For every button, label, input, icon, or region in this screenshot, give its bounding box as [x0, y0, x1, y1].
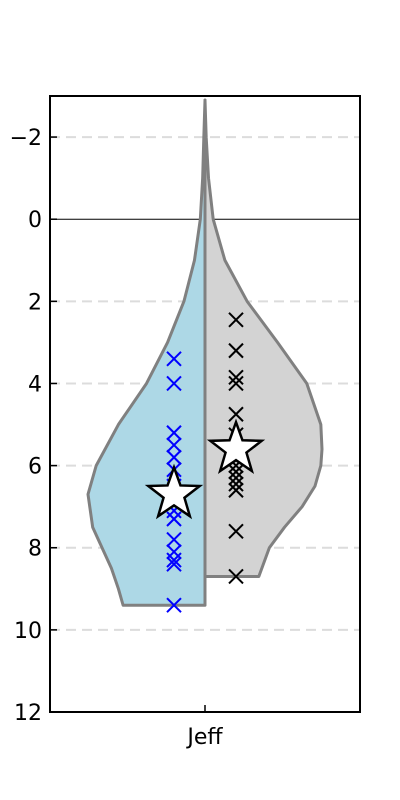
mean-markers: [144, 418, 266, 520]
marker-stroke: [228, 369, 244, 386]
marker-stroke: [166, 552, 182, 568]
marker-stroke: [228, 375, 244, 392]
y-tick-label: 0: [28, 208, 42, 233]
marker-stroke: [228, 312, 244, 328]
data-point-right: [228, 342, 244, 359]
y-tick-label: 8: [28, 537, 42, 562]
marker-stroke: [228, 406, 244, 422]
y-tick-label: −2: [10, 126, 42, 151]
marker-stroke: [166, 597, 182, 613]
marker-stroke: [166, 437, 182, 453]
y-tick-label: 2: [28, 290, 42, 315]
data-point-left: [166, 437, 182, 453]
marker-stroke: [228, 464, 244, 480]
marker-stroke: [166, 375, 182, 392]
mean-star-right: [206, 418, 266, 475]
marker-stroke: [228, 476, 244, 492]
data-point-left: [166, 597, 182, 613]
data-point-left: [166, 556, 182, 572]
data-point-right: [228, 482, 244, 498]
data-point-left: [166, 511, 182, 527]
data-point-right: [228, 464, 244, 480]
data-point-right: [228, 406, 244, 422]
data-point-right: [228, 470, 244, 486]
data-point-left: [166, 375, 182, 392]
data-point-right: [228, 312, 244, 328]
x-tick-label: Jeff: [185, 725, 223, 750]
marker-stroke: [166, 351, 182, 367]
data-point-left: [166, 531, 182, 548]
x-axis: Jeff: [185, 705, 223, 750]
marker-stroke: [166, 511, 182, 527]
marker-stroke: [228, 568, 244, 585]
data-point-left: [166, 449, 182, 466]
y-tick-label: 10: [14, 619, 42, 644]
y-tick-label: 12: [14, 701, 42, 726]
y-tick-label: 4: [28, 372, 42, 397]
marker-stroke: [166, 556, 182, 572]
data-point-right: [228, 476, 244, 492]
marker-stroke: [228, 482, 244, 498]
data-point-right: [228, 523, 244, 540]
marker-stroke: [228, 523, 244, 540]
y-tick-label: 6: [28, 455, 42, 480]
violin-left: [86, 98, 207, 607]
mean-star-left: [144, 463, 204, 520]
data-point-right: [228, 568, 244, 585]
marker-stroke: [166, 449, 182, 466]
data-point-right: [228, 369, 244, 386]
data-point-left: [166, 425, 182, 441]
violin-bodies: [86, 98, 324, 607]
marker-stroke: [228, 342, 244, 359]
data-point-left: [166, 552, 182, 568]
marker-stroke: [166, 425, 182, 441]
marker-stroke: [166, 531, 182, 548]
violin-right: [203, 98, 324, 578]
marker-stroke: [228, 470, 244, 486]
data-point-left: [166, 351, 182, 367]
y-axis: −2 0 2 4 6 8 10 12: [10, 126, 57, 726]
data-point-right: [228, 375, 244, 392]
